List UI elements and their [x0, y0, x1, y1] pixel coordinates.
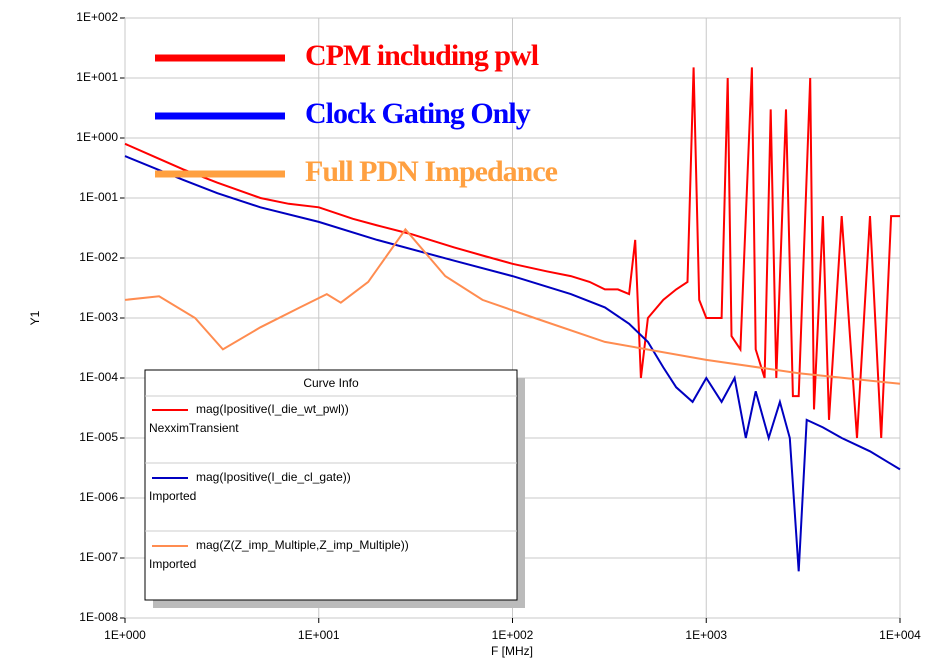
y-tick-label: 1E-005 [79, 430, 118, 444]
y-tick-label: 1E-004 [79, 370, 118, 384]
x-axis-label: F [MHz] [491, 644, 533, 658]
legend-source: NexximTransient [149, 421, 239, 435]
y-tick-label: 1E-008 [79, 610, 118, 624]
y-tick-label: 1E+000 [76, 130, 118, 144]
y-tick-label: 1E-006 [79, 490, 118, 504]
x-tick-label: 1E+004 [879, 628, 921, 642]
y-tick-label: 1E-007 [79, 550, 118, 564]
x-tick-label: 1E+001 [298, 628, 340, 642]
series-line [124, 227, 901, 385]
annotation: Full PDN Impedance [305, 155, 558, 188]
x-tick-label: 1E+000 [104, 628, 146, 642]
legend-title: Curve Info [303, 376, 359, 390]
y-tick-label: 1E+001 [76, 70, 118, 84]
y-axis-label: Y1 [28, 310, 42, 325]
annotation: CPM including pwl [305, 39, 539, 72]
legend-entry: mag(Z(Z_imp_Multiple,Z_imp_Multiple)) [196, 538, 409, 552]
legend: Curve Info mag(Ipositive(I_die_wt_pwl)) Ne… [144, 369, 525, 608]
y-tick-label: 1E-001 [79, 190, 118, 204]
legend-entry: mag(Ipositive(I_die_wt_pwl)) [196, 402, 349, 416]
x-tick-label: 1E+003 [685, 628, 727, 642]
legend-source: Imported [149, 489, 196, 503]
legend-entry: mag(Ipositive(I_die_cl_gate)) [196, 470, 351, 484]
y-tick-label: 1E+002 [76, 10, 118, 24]
legend-source: Imported [149, 557, 196, 571]
y-tick-label: 1E-002 [79, 250, 118, 264]
series-line [124, 155, 901, 572]
x-tick-label: 1E+002 [492, 628, 534, 642]
series-line [124, 67, 900, 439]
legend-box [144, 369, 518, 601]
annotation: Clock Gating Only [305, 97, 531, 130]
y-tick-label: 1E-003 [79, 310, 118, 324]
